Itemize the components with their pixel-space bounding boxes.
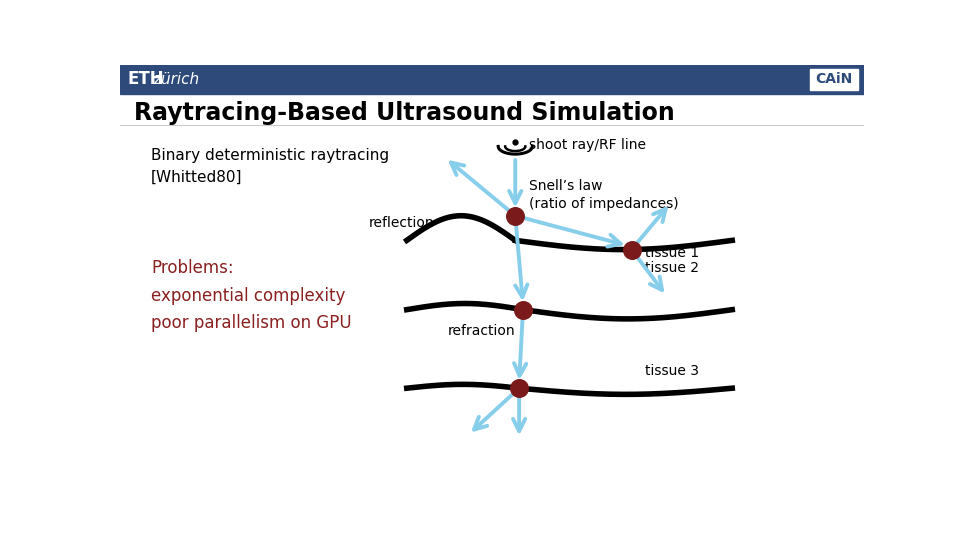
Text: CAiN: CAiN xyxy=(815,72,852,86)
Text: Problems:
exponential complexity
poor parallelism on GPU: Problems: exponential complexity poor pa… xyxy=(151,259,351,333)
Text: refraction: refraction xyxy=(447,323,516,338)
Bar xyxy=(120,65,864,94)
Point xyxy=(508,211,523,220)
Text: ETH: ETH xyxy=(128,70,164,89)
Text: zürich: zürich xyxy=(153,72,199,87)
Text: Binary deterministic raytracing
[Whitted80]: Binary deterministic raytracing [Whitted… xyxy=(151,148,389,185)
Text: tissue 2: tissue 2 xyxy=(645,261,700,275)
Point xyxy=(624,245,639,254)
Text: tissue 3: tissue 3 xyxy=(645,364,700,378)
Point xyxy=(512,384,527,393)
Text: Raytracing-Based Ultrasound Simulation: Raytracing-Based Ultrasound Simulation xyxy=(134,100,675,125)
Text: Snell’s law
(ratio of impedances): Snell’s law (ratio of impedances) xyxy=(529,179,679,211)
Text: shoot ray/RF line: shoot ray/RF line xyxy=(529,138,646,152)
Bar xyxy=(809,69,858,90)
Point xyxy=(516,305,531,314)
Text: tissue 1: tissue 1 xyxy=(645,246,700,260)
Text: reflection: reflection xyxy=(369,217,434,231)
